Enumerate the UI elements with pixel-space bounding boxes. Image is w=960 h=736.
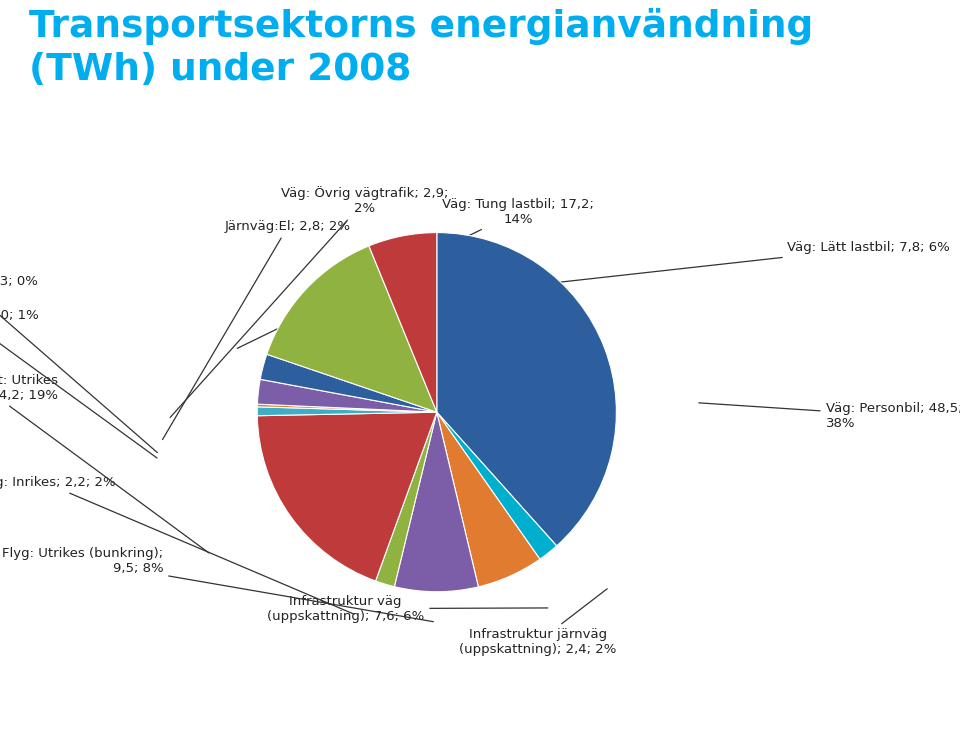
Text: Transportsektorns energianvändning
(TWh) under 2008: Transportsektorns energianvändning (TWh)… xyxy=(29,8,813,88)
Wedge shape xyxy=(395,412,478,592)
Text: Flyg: Inrikes; 2,2; 2%: Flyg: Inrikes; 2,2; 2% xyxy=(0,476,354,614)
Text: Väg: Övrig vägtrafik; 2,9;
2%: Väg: Övrig vägtrafik; 2,9; 2% xyxy=(170,186,448,417)
Wedge shape xyxy=(437,412,540,587)
Wedge shape xyxy=(257,404,437,412)
Wedge shape xyxy=(257,412,437,581)
Text: Sjöfart: Inrikes; 1,0; 1%: Sjöfart: Inrikes; 1,0; 1% xyxy=(0,308,157,458)
Text: Väg: Tung lastbil; 17,2;
14%: Väg: Tung lastbil; 17,2; 14% xyxy=(237,197,594,348)
Wedge shape xyxy=(267,246,437,412)
Text: Sjöfart: Utrikes
(bunkring); 24,2; 19%: Sjöfart: Utrikes (bunkring); 24,2; 19% xyxy=(0,374,209,553)
Wedge shape xyxy=(437,233,616,546)
Wedge shape xyxy=(375,412,437,587)
Text: Väg: Lätt lastbil; 7,8; 6%: Väg: Lätt lastbil; 7,8; 6% xyxy=(386,241,950,302)
Text: Flyg: Utrikes (bunkring);
9,5; 8%: Flyg: Utrikes (bunkring); 9,5; 8% xyxy=(2,547,433,622)
Wedge shape xyxy=(369,233,437,412)
Wedge shape xyxy=(260,354,437,412)
Text: Järnväg:El; 2,8; 2%: Järnväg:El; 2,8; 2% xyxy=(162,220,351,439)
Wedge shape xyxy=(257,407,437,416)
Wedge shape xyxy=(437,412,557,559)
Text: Väg: Personbil; 48,5;
38%: Väg: Personbil; 48,5; 38% xyxy=(699,402,960,430)
Text: RAMBØLL: RAMBØLL xyxy=(42,701,140,720)
Text: Järnväg:Diesel; 0,3; 0%: Järnväg:Diesel; 0,3; 0% xyxy=(0,275,157,453)
Wedge shape xyxy=(257,379,437,412)
Text: Infrastruktur järnväg
(uppskattning); 2,4; 2%: Infrastruktur järnväg (uppskattning); 2,… xyxy=(459,589,616,657)
Text: Infrastruktur väg
(uppskattning); 7,6; 6%: Infrastruktur väg (uppskattning); 7,6; 6… xyxy=(267,595,548,623)
